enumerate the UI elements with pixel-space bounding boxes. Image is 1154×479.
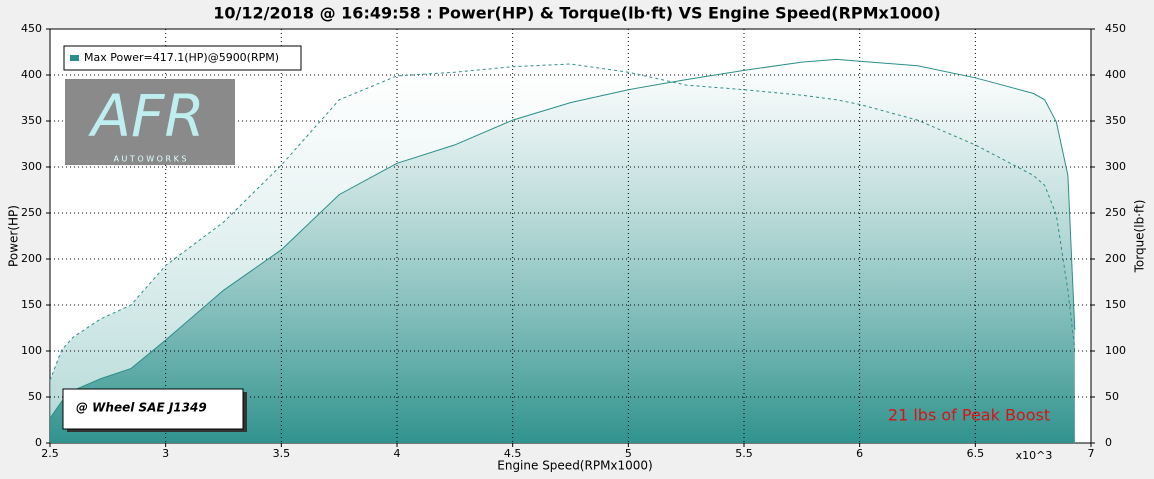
logo: AFR A U T O W O R K S	[65, 79, 235, 165]
logo-title: AFR	[87, 82, 204, 150]
y2-tick-label: 200	[1105, 252, 1126, 265]
y-axis-label: Power(HP)	[7, 205, 21, 267]
y-tick-label: 0	[35, 436, 42, 449]
series-line	[49, 58, 1076, 419]
y2-tick-label: 450	[1105, 22, 1126, 35]
x-multiplier: x10^3	[1016, 449, 1053, 462]
y2-tick-label: 250	[1105, 206, 1126, 219]
y2-tick-label: 300	[1105, 160, 1126, 173]
legend-label: Max Power=417.1(HP)@5900(RPM)	[84, 51, 279, 64]
y2-tick-label: 50	[1105, 390, 1119, 403]
x-tick-label: 4	[394, 447, 401, 460]
y2-tick-label: 100	[1105, 344, 1126, 357]
x-tick-label: 4.5	[504, 447, 522, 460]
y2-axis-label: Torque(lb·ft)	[1133, 200, 1147, 274]
annotation: @ Wheel SAE J1349	[76, 401, 207, 415]
note-box	[62, 388, 244, 430]
annotation: 21 lbs of Peak Boost	[888, 406, 1050, 425]
y-tick-label: 200	[21, 252, 42, 265]
x-tick-label: 5	[625, 447, 632, 460]
x-tick-label: 2.5	[41, 447, 59, 460]
logo-box	[65, 79, 235, 165]
chart-title: 10/12/2018 @ 16:49:58 : Power(HP) & Torq…	[213, 4, 940, 23]
x-tick-label: 6.5	[967, 447, 985, 460]
legend-box	[63, 45, 302, 71]
y-tick-label: 400	[21, 68, 42, 81]
y-tick-label: 250	[21, 206, 42, 219]
y-tick-label: 350	[21, 114, 42, 127]
legend-swatch	[70, 55, 79, 61]
y-tick-label: 150	[21, 298, 42, 311]
y2-tick-label: 350	[1105, 114, 1126, 127]
x-tick-label: 7	[1088, 447, 1095, 460]
y2-tick-label: 400	[1105, 68, 1126, 81]
area-fill	[50, 59, 1075, 444]
y-tick-label: 50	[28, 390, 42, 403]
y-tick-label: 300	[21, 160, 42, 173]
x-tick-label: 5.5	[735, 447, 753, 460]
y-tick-label: 450	[21, 22, 42, 35]
logo-subtitle: A U T O W O R K S	[114, 155, 187, 164]
y-tick-label: 100	[21, 344, 42, 357]
y2-tick-label: 150	[1105, 298, 1126, 311]
y2-tick-label: 0	[1105, 436, 1112, 449]
x-tick-label: 3.5	[273, 447, 291, 460]
x-axis-label: Engine Speed(RPMx1000)	[497, 459, 653, 473]
x-tick-label: 3	[162, 447, 169, 460]
x-tick-label: 6	[856, 447, 863, 460]
